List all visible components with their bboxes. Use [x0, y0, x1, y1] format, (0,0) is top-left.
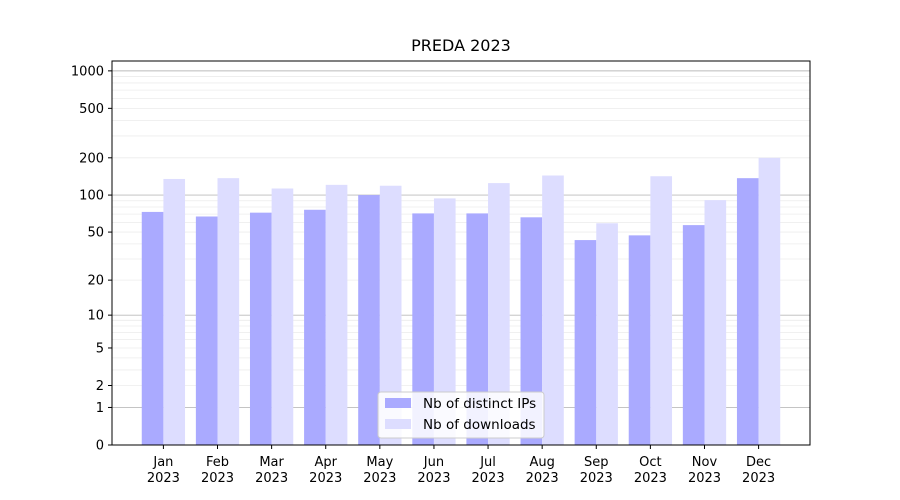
legend-label-downloads: Nb of downloads: [423, 417, 536, 433]
bar-downloads: [217, 178, 240, 445]
bar-downloads: [163, 178, 186, 445]
y-tick-label: 10: [87, 309, 104, 324]
x-tick-label: Jul 2023: [472, 455, 505, 486]
x-tick-label: Oct 2023: [634, 455, 667, 486]
bar-distinct-ips: [736, 178, 759, 445]
bar-distinct-ips: [141, 211, 164, 445]
y-tick-label: 200: [79, 151, 104, 166]
bar-distinct-ips: [466, 213, 489, 445]
bar-downloads: [758, 157, 781, 445]
legend-box: [377, 391, 545, 439]
legend-swatch-ips: [385, 398, 411, 408]
legend-swatch-downloads: [385, 419, 411, 429]
bar-distinct-ips: [195, 216, 218, 445]
bar-downloads: [704, 200, 727, 445]
bar-distinct-ips: [249, 212, 272, 445]
bar-downloads: [596, 223, 618, 445]
legend: Nb of distinct IPs Nb of downloads: [377, 391, 545, 439]
bar-distinct-ips: [682, 225, 705, 445]
y-tick-label: 20: [87, 274, 104, 289]
x-tick-label: Aug 2023: [526, 455, 559, 486]
bar-distinct-ips: [574, 240, 597, 445]
bar-downloads: [433, 198, 456, 445]
y-tick-label: 500: [79, 102, 104, 117]
legend-label-ips: Nb of distinct IPs: [423, 396, 536, 412]
x-tick-label: Jan 2023: [147, 455, 180, 486]
y-tick-label: 2: [96, 379, 104, 394]
bar-downloads: [650, 176, 673, 445]
bar-distinct-ips: [358, 195, 380, 445]
bar-distinct-ips: [520, 217, 543, 445]
plot-frame: [111, 60, 811, 446]
x-tick-label: Sep 2023: [580, 455, 613, 486]
bar-distinct-ips: [628, 235, 651, 445]
y-tick-label: 1000: [71, 64, 104, 79]
bar-downloads: [325, 184, 348, 445]
x-tick-label: Nov 2023: [688, 455, 721, 486]
bar-distinct-ips: [412, 213, 434, 445]
y-tick-label: 50: [87, 226, 104, 241]
y-tick-label: 5: [96, 341, 104, 356]
bar-downloads: [542, 175, 564, 445]
x-tick-label: Mar 2023: [255, 455, 288, 486]
y-tick-label: 100: [79, 189, 104, 204]
bars: [141, 157, 781, 446]
bar-downloads: [488, 183, 510, 446]
chart-title: PREDA 2023: [411, 36, 511, 55]
x-axis: Jan 2023 Feb 2023 Mar 2023 Apr 2023 May 2023 Jun 20…: [147, 445, 775, 486]
x-tick-label: Jun 2023: [417, 455, 450, 486]
bar-distinct-ips: [304, 209, 326, 445]
y-axis: 0 1 2 5 10 20 50 100 200 500 1000: [71, 64, 112, 454]
x-tick-label: Apr 2023: [309, 455, 342, 486]
bar-downloads: [271, 188, 294, 445]
x-tick-label: May 2023: [363, 455, 396, 486]
y-tick-label: 0: [96, 439, 104, 454]
y-tick-label: 1: [96, 401, 104, 416]
x-tick-label: Dec 2023: [742, 455, 775, 486]
x-tick-label: Feb 2023: [201, 455, 234, 486]
bar-downloads: [379, 185, 402, 445]
